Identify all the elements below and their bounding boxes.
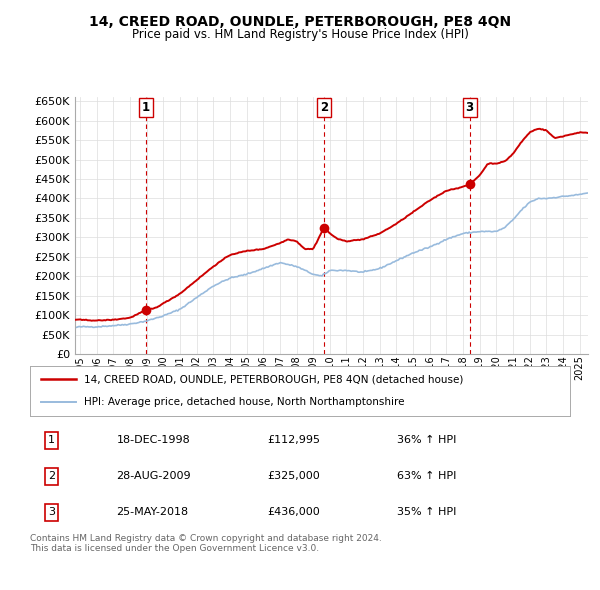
Text: 14, CREED ROAD, OUNDLE, PETERBOROUGH, PE8 4QN: 14, CREED ROAD, OUNDLE, PETERBOROUGH, PE… [89, 15, 511, 29]
Text: Contains HM Land Registry data © Crown copyright and database right 2024.
This d: Contains HM Land Registry data © Crown c… [30, 534, 382, 553]
Text: 35% ↑ HPI: 35% ↑ HPI [397, 507, 457, 517]
Text: 1: 1 [48, 435, 55, 445]
Text: 3: 3 [466, 101, 474, 114]
Text: 2: 2 [48, 471, 55, 481]
Text: HPI: Average price, detached house, North Northamptonshire: HPI: Average price, detached house, Nort… [84, 398, 404, 408]
Text: 25-MAY-2018: 25-MAY-2018 [116, 507, 188, 517]
Text: Price paid vs. HM Land Registry's House Price Index (HPI): Price paid vs. HM Land Registry's House … [131, 28, 469, 41]
Text: £112,995: £112,995 [268, 435, 320, 445]
Text: £436,000: £436,000 [268, 507, 320, 517]
Text: 28-AUG-2009: 28-AUG-2009 [116, 471, 191, 481]
Text: 36% ↑ HPI: 36% ↑ HPI [397, 435, 457, 445]
Text: £325,000: £325,000 [268, 471, 320, 481]
Text: 14, CREED ROAD, OUNDLE, PETERBOROUGH, PE8 4QN (detached house): 14, CREED ROAD, OUNDLE, PETERBOROUGH, PE… [84, 374, 463, 384]
Text: 1: 1 [142, 101, 150, 114]
Text: 18-DEC-1998: 18-DEC-1998 [116, 435, 190, 445]
Text: 2: 2 [320, 101, 328, 114]
Text: 63% ↑ HPI: 63% ↑ HPI [397, 471, 457, 481]
Text: 3: 3 [48, 507, 55, 517]
